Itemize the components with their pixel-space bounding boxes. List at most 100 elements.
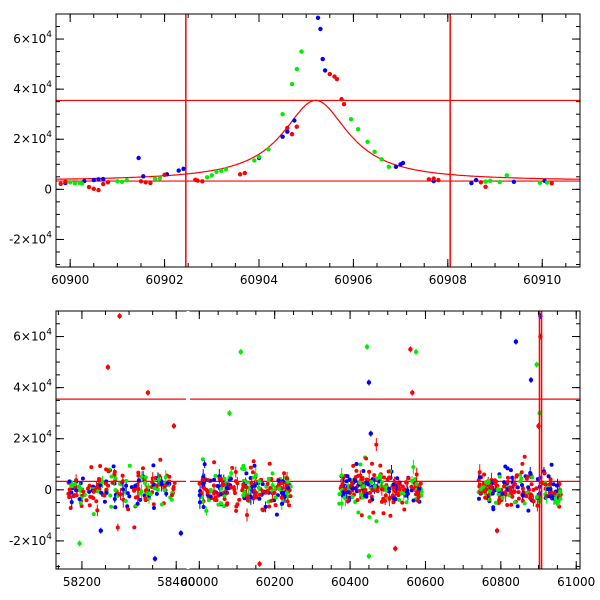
top-point-blue-20 [400,160,406,166]
bottom-point-cluster-1 [265,482,270,486]
bottom-point-cluster-0 [110,480,115,485]
top-point-blue-15 [318,26,323,32]
bottom-point-cluster-3 [549,490,554,495]
bottom-point-cluster-0 [156,477,161,482]
bottom-point-cluster-3 [525,474,530,479]
bottom-point-cluster-3 [478,490,483,495]
bottom-point-cluster-2 [381,496,386,501]
bottom-point-cluster-0 [123,499,128,503]
top-point-green-26 [386,164,391,169]
top-point-red-25 [431,176,436,181]
bottom-point-cluster-2 [397,498,402,502]
bottom-point-cluster-3 [488,483,493,488]
bottom-point-cluster-3 [522,501,527,506]
bottom-point-cluster-0 [67,495,72,500]
bottom-point-cluster-0 [141,466,145,471]
top-point-green-9 [204,175,210,180]
bottom-point-cluster-1 [263,504,268,509]
bottom-point-cluster-3 [508,486,513,490]
bottom-point-cluster-0 [113,505,118,510]
bottom-point-cluster-1 [242,467,247,472]
top-point-blue-14 [315,15,321,20]
bottom-point-cluster-3 [531,487,536,492]
bottom-point-cluster-0 [104,490,109,495]
bottom-outlier-9 [227,411,232,416]
top-point-red-0 [58,181,63,186]
top-point-green-18 [289,81,295,87]
bottom-point-cluster-2 [363,487,368,492]
bottom-point-cluster-0 [136,487,141,491]
bottom-point-cluster-3 [497,474,502,479]
bottom-point-cluster-3 [520,483,524,487]
bottom-point-cluster-2 [391,482,396,487]
bottom-point-cluster-3 [528,471,533,476]
top-point-green-6 [124,178,129,183]
bottom-point-cluster-2 [401,491,406,496]
bottom-point-cluster-1 [253,472,258,477]
bottom-point-cluster-1 [229,485,234,490]
bottom-point-cluster-1 [270,471,275,476]
bottom-point-cluster-0 [97,477,101,481]
bottom-point-cluster-2 [371,510,376,515]
bottom-point-cluster-2 [359,513,364,518]
bottom-point-cluster-2 [355,498,360,503]
bottom-point-cluster-2 [337,492,342,497]
top-point-red-6 [105,180,111,185]
bottom-outlier-2 [117,313,122,319]
bottom-point-cluster-3 [495,487,500,492]
bottom-point-cluster-0 [152,506,156,510]
top-point-blue-18 [393,164,399,169]
bottom-point-cluster-1 [284,476,289,481]
bottom-point-cluster-1 [274,512,279,517]
bottom-point-cluster-2 [369,480,374,484]
bottom-point-cluster-2 [340,481,345,486]
bottom-point-cluster-1 [201,478,206,482]
bottom-point-cluster-1 [260,507,265,512]
bottom-point-cluster-0 [136,478,141,483]
bottom-point-cluster-2 [364,456,369,461]
bottom-point-cluster-2 [351,463,356,468]
bottom-point-cluster-0 [82,493,87,497]
bottom-point-cluster-0 [78,481,83,486]
bottom-point-cluster-0 [100,479,105,484]
top-point-green-5 [119,179,125,184]
top-point-green-10 [209,173,214,178]
bottom-point-cluster-0 [143,475,148,480]
bottom-point-cluster-2 [372,473,377,478]
bottom-point-cluster-0 [120,473,125,478]
bottom-point-cluster-2 [418,481,423,486]
bottom-point-cluster-0 [112,497,117,501]
top-point-green-31 [537,180,543,185]
bottom-point-cluster-0 [86,486,90,491]
top-point-red-16 [285,125,290,131]
bottom-point-cluster-1 [277,486,282,491]
bottom-point-cluster-0 [126,507,131,512]
bottom-point-cluster-2 [379,499,384,504]
bottom-point-cluster-0 [69,484,74,489]
bottom-point-cluster-2 [404,500,409,505]
bottom-point-cluster-3 [509,491,514,495]
bottom-point-cluster-3 [529,493,534,498]
bottom-point-cluster-0 [87,489,92,494]
bottom-point-cluster-3 [520,461,525,466]
bottom-point-cluster-3 [535,503,540,508]
bottom-point-cluster-1 [237,497,242,502]
bottom-point-cluster-2 [341,490,346,495]
bottom-xtick-label-1-3: 60600 [406,575,444,589]
bottom-point-cluster-0 [104,487,109,492]
bottom-point-cluster-0 [125,491,130,496]
top-model-curve [56,99,580,180]
bottom-outlier-13 [368,431,373,436]
bottom-point-cluster-0 [113,476,118,481]
top-point-blue-8 [176,168,181,173]
bottom-point-cluster-1 [242,496,247,501]
bottom-point-cluster-0 [115,525,120,530]
top-point-red-13 [200,179,205,184]
bottom-point-cluster-1 [222,482,226,487]
top-xtick-label-2: 60904 [240,273,278,287]
bottom-xtick-label-1-1: 60200 [256,575,294,589]
bottom-point-cluster-3 [494,479,499,484]
bottom-outlier-0 [77,541,82,546]
top-point-blue-22 [469,180,474,186]
bottom-point-cluster-1 [244,471,249,476]
